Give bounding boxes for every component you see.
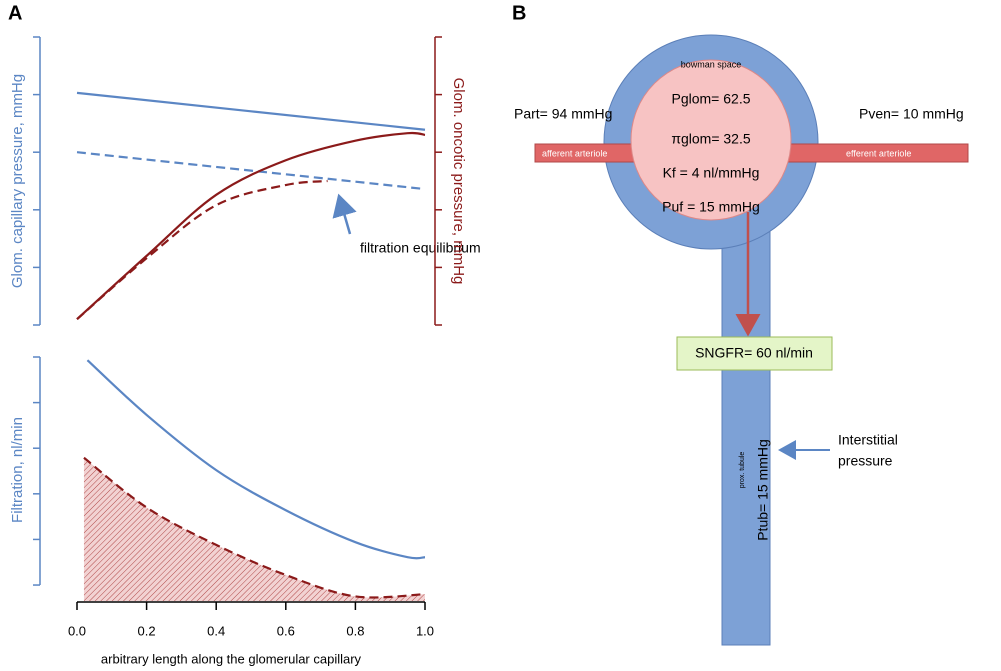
label: Ptub= 15 mmHg: [755, 439, 771, 541]
label: Pglom= 62.5: [672, 91, 751, 107]
label: Interstitial: [838, 432, 898, 448]
sngfr-box: [676, 336, 833, 371]
x-tick-label: 0.2: [138, 623, 156, 638]
x-tick-label: 0.6: [277, 623, 295, 638]
panel-label: B: [512, 2, 526, 24]
x-tick-label: 1.0: [416, 623, 434, 638]
line: [76, 91, 426, 131]
y2-axis-title: Glom. oncotic pressure, mmHg: [450, 78, 467, 285]
line: [83, 456, 426, 599]
label: bowman space: [681, 59, 742, 69]
area: [83, 457, 426, 601]
x-tick-label: 0.0: [68, 623, 86, 638]
label: afferent arteriole: [542, 148, 607, 158]
panel-label: A: [8, 2, 22, 24]
tubule: [721, 189, 771, 646]
y-axis-title: Filtration, nl/min: [9, 417, 26, 523]
label: Kf = 4 nl/mmHg: [663, 165, 760, 181]
line: [76, 179, 328, 321]
diagram: bowman space Part= 94 mmHg Pven= 10 mmHg…: [514, 34, 969, 646]
label: prox. tubule: [739, 452, 746, 489]
line: [76, 151, 426, 191]
x-tick-label: 0.8: [346, 623, 364, 638]
annotation-arrow: [332, 193, 357, 235]
label: efferent arteriole: [846, 148, 911, 158]
label: Part= 94 mmHg: [514, 106, 612, 122]
annotation: filtration equilibrium: [360, 240, 481, 256]
glomerulus: [630, 59, 792, 221]
label: πglom= 32.5: [671, 131, 751, 147]
y-axis-title: Glom. capillary pressure, mmHg: [9, 74, 26, 288]
label: Pven= 10 mmHg: [859, 106, 964, 122]
x-axis-title: arbitrary length along the glomerular ca…: [101, 651, 362, 666]
line: [76, 131, 426, 321]
line: [86, 359, 426, 560]
label: pressure: [838, 453, 893, 469]
label: Puf = 15 mmHg: [662, 199, 760, 215]
label: SNGFR= 60 nl/min: [695, 345, 813, 361]
x-tick-label: 0.4: [207, 623, 225, 638]
